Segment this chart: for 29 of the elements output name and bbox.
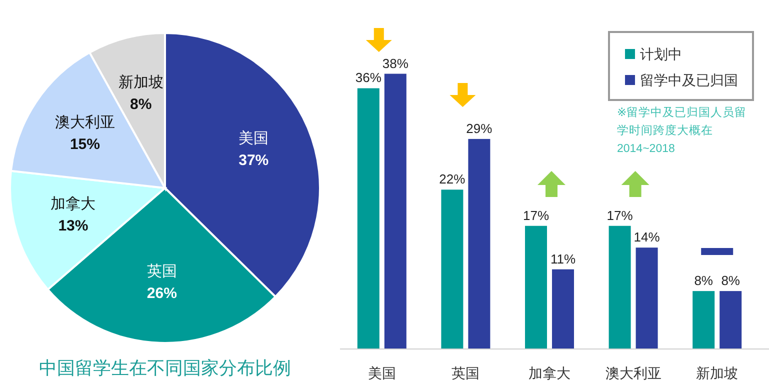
- data-label: 22%: [439, 172, 466, 187]
- data-label: 8%: [721, 273, 740, 288]
- data-label: 17%: [522, 208, 550, 223]
- legend-label: 留学中及已归国: [640, 72, 738, 88]
- x-tick-label: 新加坡: [696, 365, 738, 381]
- slice-label: 加拿大: [50, 196, 96, 213]
- legend-label: 计划中: [640, 46, 682, 62]
- data-label: 37%: [238, 152, 269, 169]
- slice-label: 英国: [146, 263, 177, 280]
- data-label: 13%: [58, 218, 88, 235]
- data-label: 38%: [382, 56, 409, 71]
- data-label: 14%: [634, 230, 660, 245]
- data-label: 17%: [606, 208, 634, 223]
- data-label: 8%: [130, 96, 152, 113]
- data-label: 36%: [355, 70, 382, 86]
- text: 中国留学生在不同国家分布比例: [39, 358, 291, 378]
- data-label: 26%: [146, 285, 177, 302]
- x-tick-label: 美国: [368, 365, 396, 381]
- x-tick-label: 澳大利亚: [605, 365, 662, 381]
- x-tick-label: 英国: [452, 365, 480, 381]
- slice-label: 美国: [238, 130, 269, 147]
- data-label: 8%: [694, 273, 714, 288]
- x-tick-label: 加拿大: [528, 365, 570, 381]
- annotation: ※留学中及已归国人员留学时间跨度大概在2014~2018: [617, 106, 748, 157]
- data-label: 15%: [70, 136, 100, 153]
- data-label: 11%: [550, 251, 576, 266]
- slice-label: 新加坡: [118, 74, 164, 91]
- slice-label: 澳大利亚: [54, 114, 115, 131]
- data-label: 29%: [466, 120, 493, 136]
